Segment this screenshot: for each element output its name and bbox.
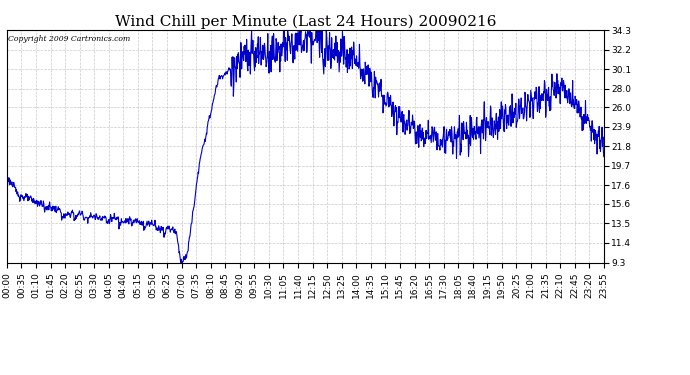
Title: Wind Chill per Minute (Last 24 Hours) 20090216: Wind Chill per Minute (Last 24 Hours) 20…: [115, 15, 496, 29]
Text: Copyright 2009 Cartronics.com: Copyright 2009 Cartronics.com: [8, 34, 130, 43]
